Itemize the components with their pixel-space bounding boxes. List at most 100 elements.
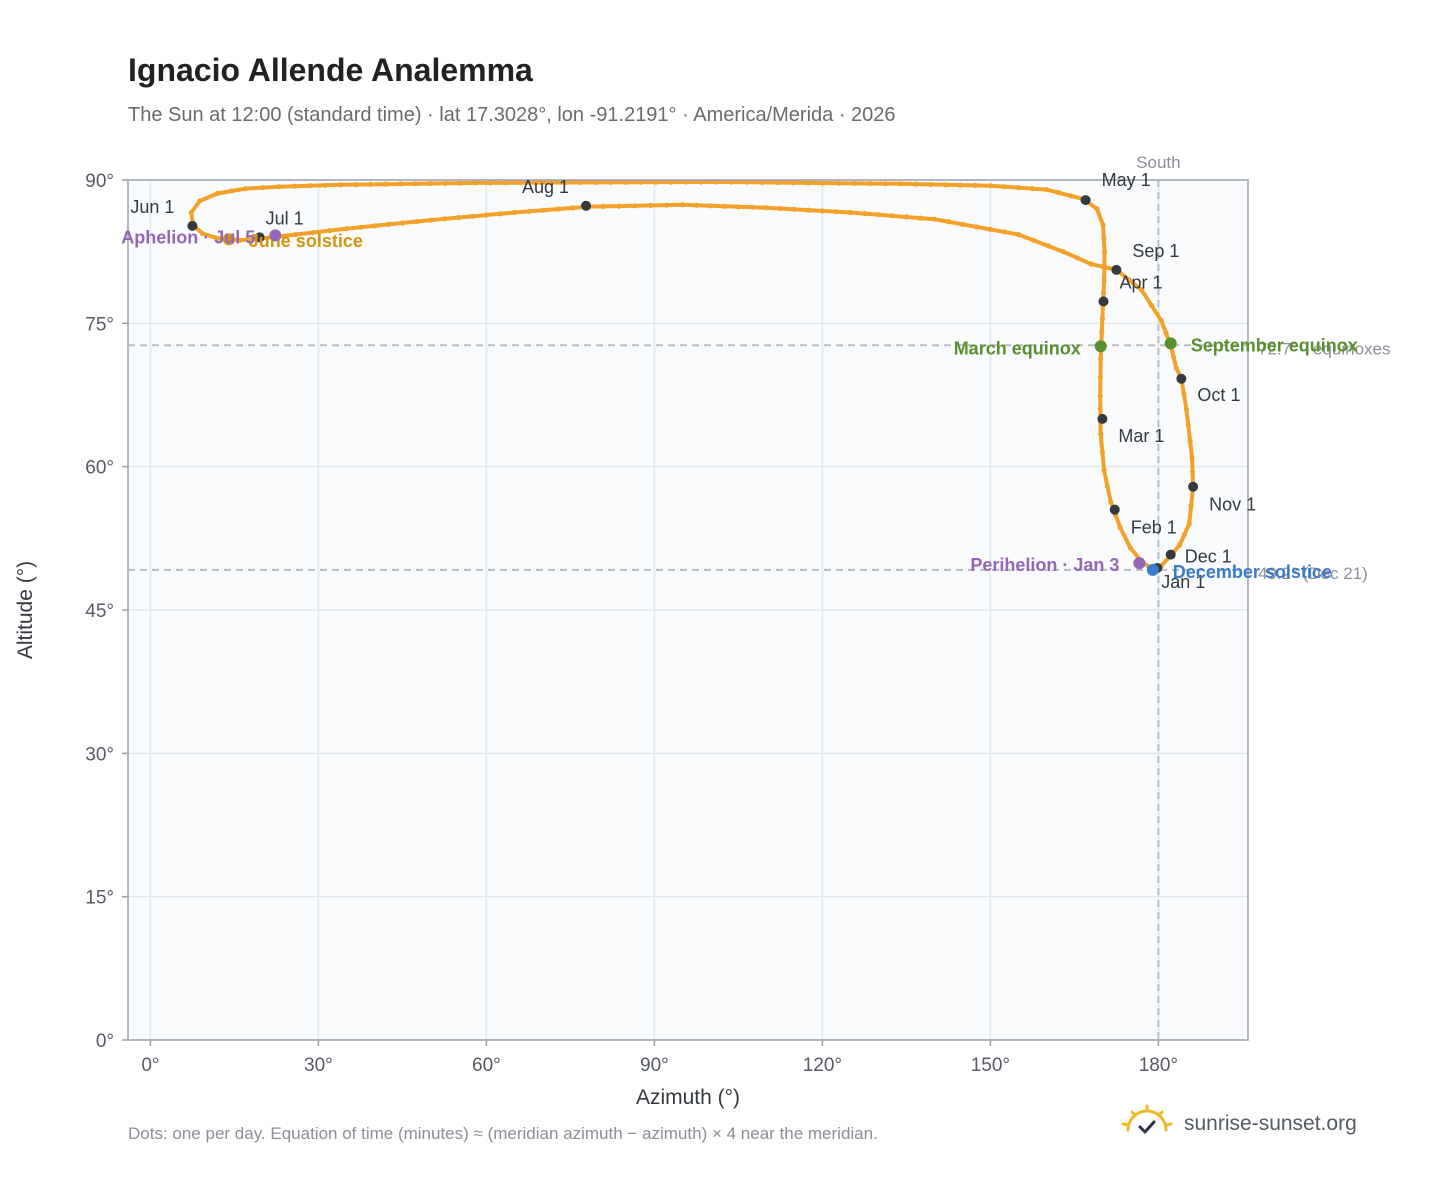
event-marker — [1146, 563, 1159, 576]
day-dot — [562, 179, 569, 186]
day-dot — [1074, 255, 1080, 261]
x-tick-label: 30° — [304, 1055, 333, 1076]
chart-title: Ignacio Allende Analemma — [128, 52, 533, 88]
day-dot — [1101, 277, 1107, 283]
day-dot — [917, 215, 924, 221]
day-dot — [833, 209, 840, 215]
day-dot — [593, 179, 599, 185]
day-dot — [526, 208, 532, 214]
day-dot — [1126, 277, 1132, 283]
day-dot — [653, 179, 659, 185]
day-dot — [338, 182, 344, 188]
day-dot — [427, 217, 433, 223]
brand-name: sunrise-sunset.org — [1184, 1112, 1357, 1135]
day-dot — [293, 231, 299, 238]
day-dot — [648, 202, 654, 209]
event-marker — [1133, 557, 1146, 570]
day-dot — [1098, 356, 1104, 362]
day-dot — [343, 226, 349, 232]
month-label: Nov 1 — [1209, 495, 1256, 515]
day-dot — [1001, 229, 1008, 235]
day-dot — [310, 230, 316, 236]
day-dot — [663, 202, 670, 208]
day-dot — [1148, 302, 1154, 308]
brand[interactable]: sunrise-sunset.org — [1120, 1104, 1357, 1144]
day-dot — [1097, 406, 1103, 412]
day-dot — [945, 219, 952, 225]
event-marker — [1164, 337, 1177, 350]
day-dot — [1102, 249, 1108, 255]
day-dot — [472, 180, 478, 186]
day-dot — [307, 183, 313, 189]
reference-lines: South 72.7° · equinoxes 49.2° (Dec 21) — [128, 153, 1391, 1040]
day-dot — [1088, 261, 1094, 267]
day-dot — [1030, 237, 1036, 243]
day-dot — [1099, 329, 1105, 335]
day-dot — [790, 180, 796, 186]
event-label: March equinox — [954, 338, 1081, 358]
day-dot — [1060, 249, 1066, 255]
day-dot — [867, 180, 873, 187]
day-dot — [623, 179, 629, 185]
day-dot — [1094, 206, 1100, 212]
day-dot — [1183, 406, 1189, 412]
day-dot — [744, 179, 750, 185]
day-dot — [1045, 243, 1051, 249]
day-dot — [903, 214, 910, 220]
reference-line-label: 49.2° (Dec 21) — [1258, 564, 1368, 583]
day-dot — [1177, 542, 1183, 548]
month-label: Apr 1 — [1120, 272, 1163, 292]
x-tick-label: 150° — [971, 1055, 1010, 1076]
day-dot — [668, 179, 674, 185]
day-dot — [199, 230, 206, 237]
month-label: Jul 1 — [266, 208, 304, 228]
y-tick-label: 90° — [85, 171, 114, 192]
day-dot — [229, 188, 235, 194]
event-markers: March equinox September equinox June solst… — [121, 227, 1358, 581]
day-dot — [442, 180, 448, 186]
month-label: Mar 1 — [1118, 426, 1164, 446]
day-dot — [1056, 190, 1062, 196]
month-marker — [1097, 413, 1108, 424]
month-marker — [1165, 549, 1176, 560]
event-label: September equinox — [1191, 335, 1358, 355]
month-label: Oct 1 — [1197, 385, 1240, 405]
day-dot — [397, 181, 404, 187]
day-dot — [721, 203, 728, 209]
month-label: Jan 1 — [1161, 572, 1205, 592]
day-dot — [861, 211, 868, 217]
day-dot — [1099, 449, 1105, 455]
day-dot — [791, 206, 798, 212]
day-dot — [1158, 317, 1164, 324]
day-dot — [292, 183, 298, 189]
day-dot — [889, 213, 896, 219]
event-marker — [269, 229, 282, 242]
day-dot — [215, 190, 221, 196]
month-label: May 1 — [1102, 170, 1151, 190]
day-dot — [836, 180, 842, 186]
axes: 0° 30° 60° 90° 120° 150° 180° 0° 15° 30° 45° 60° 75°… — [14, 171, 1178, 1109]
day-dot — [1127, 545, 1133, 551]
day-dot — [243, 186, 249, 192]
day-dot — [600, 203, 606, 209]
day-dot — [852, 180, 858, 186]
event-label: Aphelion · Jul 5 — [121, 227, 255, 247]
day-dot — [805, 180, 812, 186]
month-label: Sep 1 — [1132, 241, 1179, 261]
day-dot — [875, 212, 882, 218]
month-markers: Jan 1 Feb 1 Mar 1 Apr 1 May 1 Jun 1 Jul 1 Aug 1… — [130, 170, 1256, 592]
day-dot — [1187, 438, 1193, 444]
day-dot — [1100, 222, 1106, 228]
day-dot — [775, 179, 781, 186]
day-dot — [632, 203, 638, 209]
day-dot — [882, 181, 889, 187]
day-dot — [821, 180, 827, 186]
day-dot — [353, 182, 359, 188]
day-dot — [413, 219, 419, 225]
day-dot — [1181, 531, 1187, 538]
month-marker — [1176, 373, 1187, 384]
x-tick-label: 120° — [803, 1055, 842, 1076]
day-dot — [1101, 264, 1107, 270]
day-dot — [957, 182, 964, 188]
day-dot — [1029, 186, 1035, 192]
